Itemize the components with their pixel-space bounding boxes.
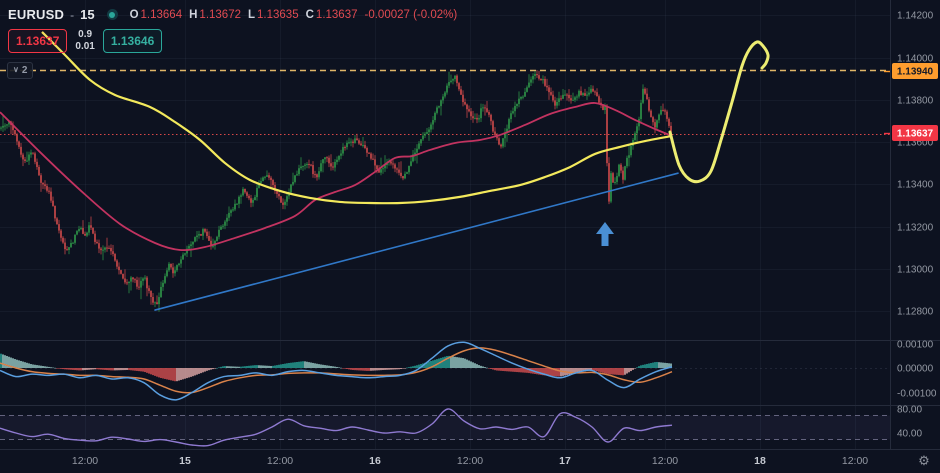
up-arrow-marker[interactable]	[596, 222, 614, 246]
low-value: 1.13635	[257, 8, 299, 21]
spread-value: 0.9	[78, 29, 93, 40]
time-axis-label[interactable]: 12:00	[652, 455, 678, 467]
price-axis-label: 1.14000	[897, 54, 934, 65]
price-axis-label: 1.13200	[897, 223, 934, 234]
price-axis-label: 1.13800	[897, 96, 934, 107]
chart-legend[interactable]: EURUSD - 15 O 1.13664 H 1.13672 L 1.13635 C…	[8, 7, 457, 22]
price-axis-label: 1.13000	[897, 265, 934, 276]
change-value: -0.00027 (-0.02%)	[364, 8, 458, 21]
price-badge-label: 1.13940	[897, 67, 934, 78]
ascending-trendline[interactable]	[154, 172, 679, 311]
drawings-collapse-button[interactable]: ∨ 2	[7, 62, 34, 79]
symbol-name[interactable]: EURUSD	[8, 7, 65, 22]
open-value: 1.13664	[140, 8, 183, 21]
time-axis-label[interactable]: 12:00	[457, 455, 483, 467]
time-axis-label[interactable]: 15	[179, 455, 191, 467]
macd-signal-line	[0, 347, 673, 394]
high-value: 1.13672	[199, 8, 241, 21]
timeframe-label[interactable]: 15	[80, 7, 95, 22]
macd-axis-label: 0.00000	[897, 364, 934, 375]
drawings-count: 2	[21, 65, 28, 76]
spread-readout: 0.9 0.01	[75, 29, 94, 53]
settings-gear-icon[interactable]: ⚙	[918, 453, 930, 468]
time-axis-label[interactable]: 12:00	[842, 455, 868, 467]
price-axis-label: 1.12800	[897, 307, 934, 318]
market-status-icon	[106, 9, 118, 20]
time-axis-label[interactable]: 18	[754, 455, 766, 467]
high-label: H	[189, 8, 198, 21]
price-axis-label: 1.13600	[897, 138, 934, 149]
low-label: L	[248, 8, 256, 21]
rsi-band-fill	[0, 415, 890, 440]
time-axis-label[interactable]: 12:00	[267, 455, 293, 467]
time-axis-label[interactable]: 12:00	[72, 455, 98, 467]
price-axis-label: 1.13400	[897, 180, 934, 191]
macd-line	[0, 341, 673, 401]
macd-histogram	[0, 353, 672, 382]
time-axis-label[interactable]: 17	[559, 455, 571, 467]
price-badge	[892, 63, 938, 79]
rsi-line	[0, 408, 673, 447]
ohlc-readout: O 1.13664 H 1.13672 L 1.13635 C 1.13637 -0.0…	[130, 9, 458, 21]
symbol-separator: -	[70, 7, 75, 22]
close-label: C	[305, 8, 314, 21]
sell-button[interactable]: 1.13637	[8, 29, 68, 53]
rsi-axis-label: 40.00	[897, 429, 922, 440]
projection-curve[interactable]	[668, 40, 770, 184]
lot-value: 0.01	[75, 41, 95, 52]
time-axis-label[interactable]: 16	[369, 455, 381, 467]
price-axis-label: 1.14200	[897, 11, 934, 22]
buy-button[interactable]: 1.13646	[102, 29, 163, 53]
chevron-down-icon: ∨	[13, 64, 19, 74]
macd-axis-label: 0.00100	[897, 340, 934, 351]
ma-slow-line	[41, 31, 673, 205]
macd-axis-label: -0.00100	[897, 389, 937, 400]
price-badge	[892, 125, 938, 141]
ma-fast-line	[0, 102, 673, 252]
rsi-axis-label: 80.00	[897, 405, 922, 416]
price-badge-label: 1.13637	[897, 129, 934, 140]
trade-panel: 1.13637 0.9 0.01 1.13646	[8, 29, 163, 53]
close-value: 1.13637	[315, 8, 358, 21]
open-label: O	[129, 8, 139, 21]
candlesticks	[0, 70, 672, 312]
